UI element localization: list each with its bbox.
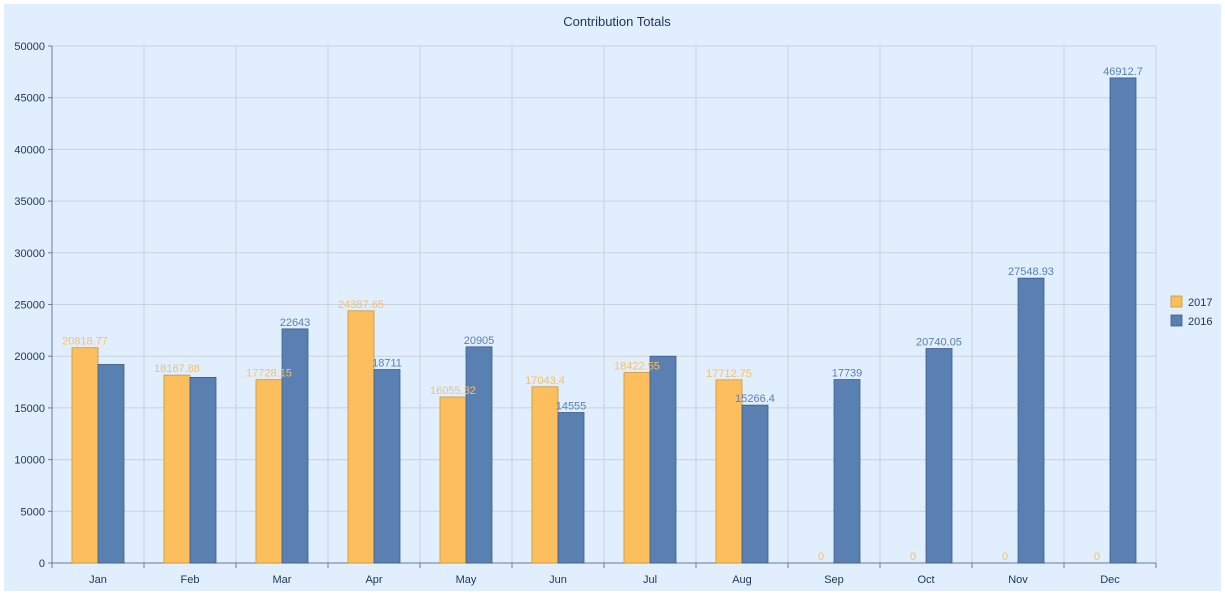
y-tick-label: 30000 — [14, 248, 45, 260]
bar-2017-apr[interactable] — [347, 310, 375, 564]
data-label: 14555 — [556, 401, 587, 413]
data-labels: 20818.77 18167.88 17728.15 22643 24387.65 187… — [62, 66, 1143, 563]
bar-2016-jul[interactable] — [649, 355, 677, 564]
data-label: 24387.65 — [338, 299, 384, 311]
data-label: 0 — [1094, 551, 1100, 563]
bar-chart: Contribution Totals 0 5000 10000 15000 20000… — [14, 14, 1212, 586]
bar-2016-mar[interactable] — [281, 328, 309, 564]
bar-2016-aug[interactable] — [741, 404, 769, 564]
y-tick-label: 0 — [39, 558, 45, 570]
x-tick-label: Oct — [917, 574, 934, 586]
data-label: 17712.75 — [706, 368, 752, 380]
y-tick-label: 15000 — [14, 403, 45, 415]
y-tick-label: 5000 — [21, 506, 45, 518]
x-tick-label: Jun — [549, 574, 567, 586]
bars — [71, 77, 1137, 564]
grid — [48, 45, 1157, 568]
data-label: 15266.4 — [735, 393, 775, 405]
data-label: 18422.55 — [614, 361, 660, 373]
data-label: 20818.77 — [62, 336, 108, 348]
x-tick-label: Sep — [824, 574, 844, 586]
data-label: 18167.88 — [154, 363, 200, 375]
bar-2017-mar[interactable] — [255, 379, 283, 564]
legend-label[interactable]: 2016 — [1188, 316, 1212, 328]
bar-2017-jan[interactable] — [71, 347, 99, 564]
data-label: 27548.93 — [1008, 266, 1054, 278]
bar-2017-may[interactable] — [439, 396, 467, 564]
bar-2017-jul[interactable] — [623, 372, 651, 564]
y-tick-label: 25000 — [14, 300, 45, 312]
bar-2017-jun[interactable] — [531, 386, 559, 564]
bar-2016-jan[interactable] — [97, 364, 125, 564]
y-tick-label: 10000 — [14, 455, 45, 467]
x-axis-ticks: Jan Feb Mar Apr May Jun Jul Aug Sep Oct Nov Dec — [89, 574, 1120, 586]
legend-swatch[interactable] — [1170, 314, 1183, 327]
x-tick-label: Aug — [732, 574, 752, 586]
x-tick-label: Dec — [1100, 574, 1120, 586]
x-tick-label: Nov — [1008, 574, 1028, 586]
bar-2016-jun[interactable] — [557, 412, 585, 564]
data-label: 0 — [818, 551, 824, 563]
data-label: 0 — [1002, 551, 1008, 563]
bar-2016-dec[interactable] — [1109, 77, 1137, 564]
bar-2016-apr[interactable] — [373, 369, 401, 564]
bar-2016-feb[interactable] — [189, 376, 217, 564]
data-label: 17739 — [832, 368, 863, 380]
bar-2016-nov[interactable] — [1017, 277, 1045, 564]
data-label: 20905 — [464, 335, 495, 347]
x-tick-label: Jan — [89, 574, 107, 586]
bar-2017-aug[interactable] — [715, 379, 743, 564]
y-tick-label: 20000 — [14, 351, 45, 363]
chart-panel: Contribution Totals 0 5000 10000 15000 20000… — [4, 4, 1221, 591]
data-label: 20740.05 — [916, 337, 962, 349]
data-label: 0 — [910, 551, 916, 563]
x-tick-label: Apr — [365, 574, 382, 586]
data-label: 46912.7 — [1103, 66, 1143, 78]
x-tick-label: Mar — [273, 574, 292, 586]
y-tick-label: 45000 — [14, 93, 45, 105]
y-tick-label: 35000 — [14, 196, 45, 208]
data-label: 16055.32 — [430, 385, 476, 397]
legend-swatch[interactable] — [1170, 295, 1183, 308]
data-label: 18711 — [372, 358, 402, 370]
y-tick-label: 40000 — [14, 144, 45, 156]
x-tick-label: Jul — [643, 574, 657, 586]
data-label: 22643 — [280, 317, 311, 329]
bar-2017-feb[interactable] — [163, 374, 191, 564]
bar-2016-sep[interactable] — [833, 379, 861, 564]
y-tick-label: 50000 — [14, 41, 45, 53]
x-tick-label: May — [456, 574, 477, 586]
data-label: 17728.15 — [246, 368, 292, 380]
bar-2016-may[interactable] — [465, 346, 493, 564]
y-axis-ticks: 0 5000 10000 15000 20000 25000 30000 35000 40000… — [14, 41, 45, 570]
legend-label[interactable]: 2017 — [1188, 297, 1212, 309]
data-label: 17043.4 — [525, 375, 565, 387]
bar-2016-oct[interactable] — [925, 348, 953, 564]
chart-title: Contribution Totals — [563, 14, 671, 29]
legend[interactable]: 2017 2016 — [1170, 295, 1212, 328]
x-tick-label: Feb — [181, 574, 200, 586]
